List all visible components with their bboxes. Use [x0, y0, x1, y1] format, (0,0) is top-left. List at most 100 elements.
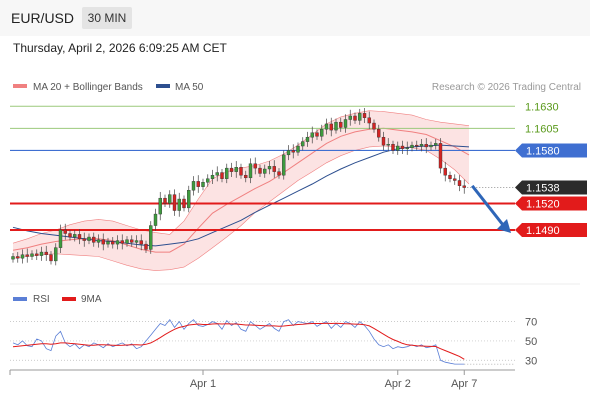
candle-body: [210, 174, 215, 179]
candle-body: [386, 144, 390, 146]
candle: [291, 144, 295, 159]
candle: [44, 245, 48, 261]
candle: [144, 240, 148, 253]
candle: [134, 235, 139, 248]
candle-body: [244, 174, 248, 179]
candle-body: [168, 194, 172, 204]
candle-body: [153, 213, 158, 226]
candle: [187, 185, 191, 213]
candle: [82, 232, 86, 247]
candle: [149, 221, 153, 254]
price-legend: MA 20 + Bollinger Bands MA 50 Research ©…: [13, 82, 581, 93]
candle: [400, 140, 405, 154]
candle: [168, 190, 172, 208]
candle-body: [272, 166, 276, 172]
candle-body: [163, 197, 167, 204]
candle: [96, 234, 101, 248]
candle: [267, 161, 272, 175]
candle-body: [339, 121, 343, 128]
candle: [210, 169, 215, 185]
timeframe-button[interactable]: 30 MIN: [82, 7, 132, 29]
datetime-label: Thursday, April 2, 2026 6:09:25 AM CET: [13, 41, 227, 55]
candle-body: [419, 144, 424, 147]
price-chart: 1.1630 1.1605 1.1580 1.1538 1.1520 1.1490: [10, 101, 587, 271]
candle-body: [377, 129, 381, 138]
candle-body: [263, 168, 267, 174]
candle-body: [310, 132, 314, 138]
candle-body: [144, 243, 148, 250]
candle-body: [49, 254, 53, 262]
rsi-ma-legend-label: 9MA: [81, 294, 102, 305]
candle: [115, 235, 120, 250]
rsi-legend-label: RSI: [33, 294, 50, 305]
candle-body: [30, 253, 34, 257]
candle: [367, 111, 371, 130]
candle: [182, 195, 186, 212]
candle-body: [187, 190, 191, 209]
candle-body: [39, 251, 44, 256]
level-label-1.1520: 1.1520: [526, 198, 560, 210]
candle-body: [225, 167, 229, 179]
bollinger-band-fill: [13, 110, 469, 271]
candle-body: [348, 115, 352, 120]
rsi-ma-line: [12, 322, 465, 360]
candle-body: [172, 194, 177, 211]
candle-body: [286, 150, 291, 156]
candle-body: [301, 141, 305, 147]
candle-body: [315, 132, 319, 137]
candle: [229, 162, 234, 177]
candle-body: [282, 154, 286, 176]
candle-body: [139, 240, 143, 245]
candle: [206, 174, 210, 187]
candle: [73, 229, 77, 242]
candle-body: [405, 147, 409, 149]
candle: [120, 234, 124, 250]
rsi-tick-50: 50: [525, 336, 537, 348]
rsi-ma-legend-swatch: [62, 297, 76, 301]
candle-body: [253, 163, 257, 169]
candle-body: [106, 241, 110, 245]
ma50-legend-label: MA 50: [175, 82, 204, 93]
candle-body: [149, 225, 153, 250]
candle-body: [362, 113, 367, 118]
candle: [215, 166, 219, 182]
candle-body: [125, 239, 129, 244]
candle: [419, 138, 424, 152]
candle: [443, 161, 447, 182]
candle: [324, 118, 329, 135]
candle: [305, 131, 310, 147]
rsi-chart: 30 50 70: [10, 317, 537, 367]
rsi-line: [12, 319, 465, 365]
candle: [196, 175, 200, 193]
candle-body: [68, 233, 72, 238]
candle: [429, 141, 433, 151]
candle: [377, 124, 381, 142]
candle: [286, 145, 291, 161]
candle-body: [267, 166, 272, 170]
candle-body: [324, 123, 329, 130]
candle-body: [20, 254, 25, 259]
candle: [348, 109, 352, 126]
forecast-arrow-head: [497, 218, 511, 233]
candle: [296, 142, 300, 156]
candle-body: [73, 234, 77, 238]
candle-body: [353, 115, 357, 121]
candle: [277, 168, 281, 179]
candle-body: [329, 123, 333, 131]
candle-body: [101, 239, 105, 245]
candle: [225, 163, 229, 184]
candle: [244, 170, 248, 183]
candle-body: [334, 121, 338, 131]
candle-body: [196, 181, 200, 187]
candle: [25, 248, 29, 263]
candle: [30, 250, 34, 261]
candle: [263, 164, 267, 178]
candle: [58, 224, 63, 253]
candle: [101, 233, 105, 251]
candle-body: [87, 236, 91, 241]
candle: [258, 164, 262, 177]
candle: [77, 229, 82, 245]
candle: [158, 191, 162, 221]
candle: [424, 138, 428, 154]
